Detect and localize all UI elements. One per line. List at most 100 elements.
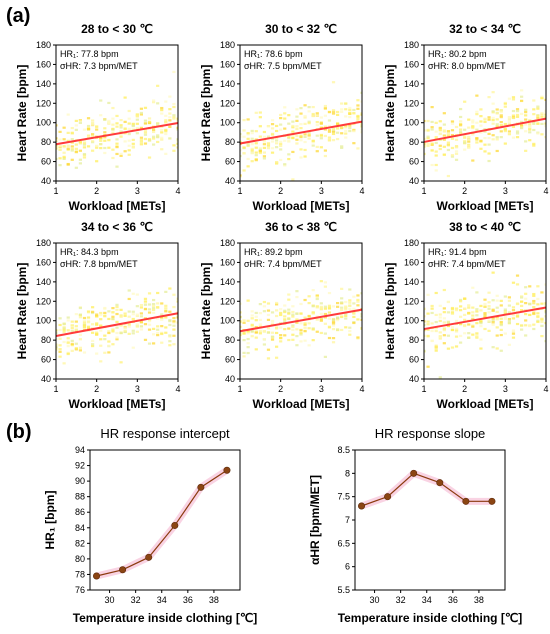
- data-point: [266, 357, 271, 360]
- data-point: [463, 318, 467, 321]
- data-point: [434, 150, 438, 153]
- data-point: [315, 330, 319, 333]
- data-point: [315, 112, 319, 115]
- data-point: [99, 318, 103, 321]
- x-tick-label: 38: [209, 595, 219, 605]
- data-point: [168, 319, 172, 322]
- data-point: [340, 306, 344, 309]
- y-tick-label: 80: [41, 335, 51, 345]
- data-point: [307, 110, 311, 113]
- data-point: [459, 130, 463, 133]
- data-point: [438, 126, 442, 130]
- data-point: [532, 306, 536, 309]
- data-point: [536, 319, 540, 322]
- data-point: [164, 100, 168, 103]
- data-point: [424, 307, 426, 310]
- data-point: [74, 347, 78, 350]
- data-point: [78, 338, 82, 341]
- data-point: [348, 329, 352, 333]
- data-point: [348, 116, 352, 119]
- data-point: [352, 311, 356, 314]
- plot-frame: [354, 449, 506, 591]
- data-point: [95, 128, 99, 131]
- y-tick-label: 40: [225, 176, 235, 186]
- data-point: [95, 352, 99, 355]
- y-tick-label: 6.5: [337, 538, 350, 548]
- data-point: [327, 138, 332, 141]
- data-point: [78, 121, 82, 125]
- data-point: [430, 311, 434, 315]
- data-point: [442, 334, 446, 337]
- data-point: [266, 327, 271, 330]
- data-point: [315, 123, 319, 127]
- data-point: [160, 325, 164, 328]
- data-point: [152, 128, 156, 131]
- data-point: [430, 142, 434, 145]
- data-point: [507, 319, 511, 322]
- data-point: [323, 281, 327, 284]
- data-point: [56, 338, 58, 341]
- data-point: [160, 341, 164, 344]
- data-point: [258, 318, 262, 322]
- y-tick-label: 7.5: [337, 492, 350, 502]
- data-point: [123, 312, 127, 315]
- data-point: [348, 288, 352, 291]
- data-point: [446, 130, 450, 133]
- data-point: [471, 306, 475, 309]
- data-point: [524, 123, 528, 126]
- series-marker: [223, 466, 231, 474]
- data-point: [511, 98, 516, 101]
- y-axis-label: Heart Rate [bpm]: [15, 263, 29, 360]
- data-point: [323, 322, 327, 325]
- slope-annotation: σHR: 7.5 bpm/MET: [244, 61, 322, 71]
- data-point: [307, 344, 311, 347]
- data-point: [499, 317, 503, 320]
- data-point: [95, 125, 99, 128]
- y-tick-label: 90: [75, 476, 85, 486]
- data-point: [176, 321, 178, 324]
- data-point: [454, 330, 459, 333]
- data-point: [503, 308, 507, 311]
- data-point: [540, 97, 544, 100]
- data-point: [544, 113, 546, 116]
- data-point: [348, 108, 352, 111]
- data-point: [254, 331, 258, 334]
- data-point: [111, 343, 115, 346]
- data-point: [319, 126, 323, 129]
- data-point: [507, 118, 511, 121]
- data-point: [275, 356, 279, 359]
- data-point: [164, 132, 168, 136]
- data-point: [279, 336, 283, 340]
- data-point: [131, 138, 135, 141]
- data-point: [487, 311, 491, 314]
- data-point: [327, 307, 332, 310]
- data-point: [463, 140, 467, 143]
- data-point: [283, 304, 287, 307]
- data-point: [303, 140, 307, 144]
- data-point: [258, 148, 262, 151]
- data-point: [254, 325, 258, 329]
- data-point: [143, 301, 148, 304]
- data-point: [450, 137, 455, 140]
- data-point: [127, 122, 131, 125]
- data-point: [356, 147, 360, 150]
- data-point: [147, 318, 152, 321]
- data-point: [168, 323, 172, 327]
- y-tick-label: 82: [75, 538, 85, 548]
- data-point: [156, 140, 160, 144]
- data-point: [111, 315, 115, 318]
- data-point: [467, 135, 471, 139]
- data-point: [143, 129, 148, 132]
- y-tick-label: 60: [409, 157, 419, 167]
- data-point: [139, 328, 143, 331]
- data-point: [503, 105, 507, 108]
- data-point: [56, 157, 58, 161]
- data-point: [307, 314, 311, 318]
- data-point: [107, 146, 111, 149]
- data-point: [172, 321, 176, 324]
- data-point: [86, 124, 91, 128]
- data-point: [295, 138, 299, 141]
- plot-frame: [239, 44, 363, 182]
- data-point: [70, 158, 74, 161]
- data-point: [515, 322, 520, 326]
